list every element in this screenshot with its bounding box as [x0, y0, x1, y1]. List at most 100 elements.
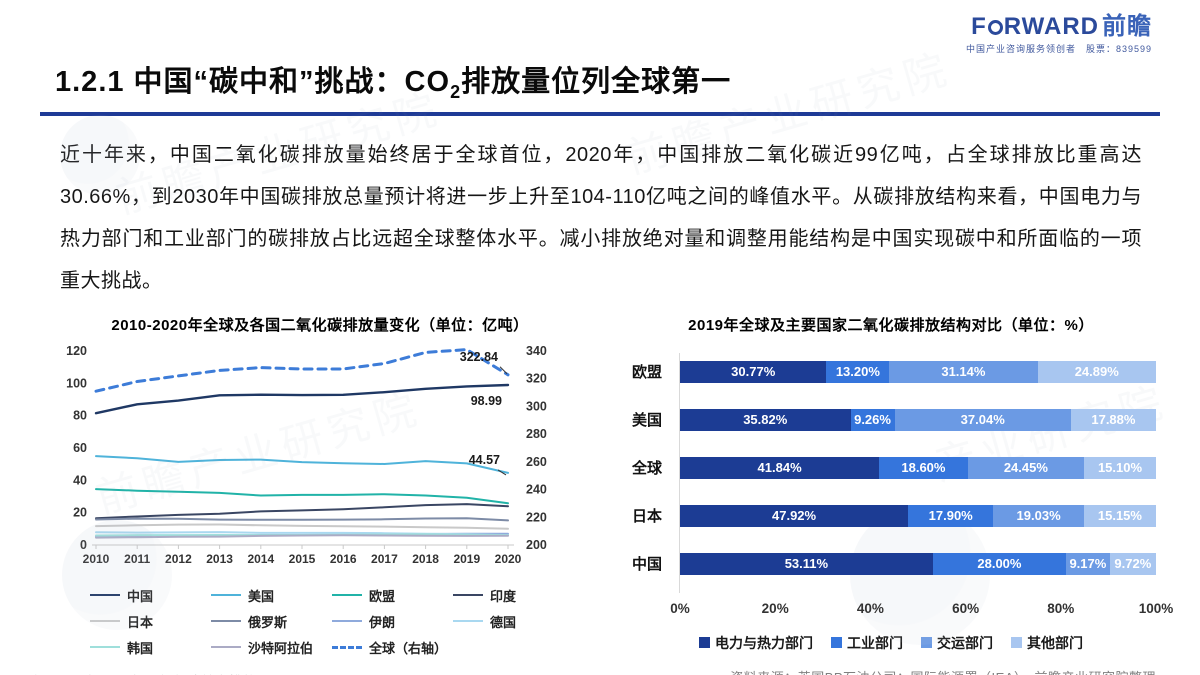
legend-label: 伊朗: [369, 614, 396, 630]
bar-segment-电力与热力部门: 47.92%: [680, 504, 909, 527]
bar-segment-其他部门: 9.72%: [1109, 552, 1156, 575]
legend-item-韩国: 韩国: [90, 638, 207, 657]
legend-swatch: [90, 620, 120, 623]
bar-track: 35.82% 9.26% 37.04% 17.88%: [680, 408, 1156, 431]
left-axis-tick: 80: [73, 408, 87, 422]
bar-segment-电力与热力部门: 30.77%: [680, 360, 827, 383]
legend-item-沙特阿拉伯: 沙特阿拉伯: [211, 638, 328, 657]
bar-category-label: 日本: [632, 508, 663, 526]
legend-item-全球（右轴）: 全球（右轴）: [332, 638, 449, 657]
legend-swatch: [211, 594, 241, 597]
right-axis-tick: 280: [526, 427, 547, 441]
bar-chart-panel: 2019年全球及主要国家二氧化碳排放结构对比（单位：%） 欧盟 30.77% 13.…: [626, 314, 1173, 675]
annotation-global: 322.84: [460, 350, 498, 364]
right-axis-tick: 200: [526, 538, 547, 552]
logo-letter-f: F: [971, 13, 987, 40]
bar-legend-label: 工业部门: [847, 634, 903, 651]
x-axis-tick: 2013: [206, 552, 233, 566]
right-axis-tick: 260: [526, 455, 547, 469]
bar-row-中国: 中国 53.11% 28.00% 9.17% 9.72%: [626, 552, 1156, 575]
x-axis-tick: 2020: [495, 552, 522, 566]
body-paragraph: 近十年来，中国二氧化碳排放量始终居于全球首位，2020年，中国排放二氧化碳近99…: [60, 143, 1142, 292]
x-axis-tick: 2014: [247, 552, 274, 566]
legend-swatch: [332, 620, 362, 623]
left-axis-tick: 100: [66, 376, 87, 390]
series-line-欧盟: [95, 487, 509, 505]
x-axis-tick: 2015: [289, 552, 316, 566]
bar-chart-legend: 电力与热力部门 工业部门 交运部门 其他部门: [626, 633, 1156, 653]
logo-tagline: 中国产业咨询服务领创者 股票：839599: [966, 42, 1152, 55]
bar-chart-title: 2019年全球及主要国家二氧化碳排放结构对比（单位：%）: [688, 316, 1094, 334]
bar-segment-交运部门: 19.03%: [993, 504, 1084, 527]
legend-swatch: [453, 620, 483, 623]
annotation-china: 98.99: [471, 394, 502, 408]
source-note: 资料来源：英国BP石油公司；国际能源署（IEA） 前瞻产业研究院整理: [626, 667, 1156, 675]
legend-item-俄罗斯: 俄罗斯: [211, 612, 328, 631]
legend-swatch: [211, 646, 241, 649]
bar-legend-label: 其他部门: [1027, 634, 1083, 651]
bar-segment-交运部门: 37.04%: [894, 408, 1071, 431]
bar-segment-交运部门: 24.45%: [967, 456, 1085, 479]
bar-segment-工业部门: 28.00%: [932, 552, 1067, 575]
series-line-全球（右轴）: [94, 347, 510, 393]
forward-logo: F RWARD 前瞻 中国产业咨询服务领创者 股票：839599: [966, 14, 1152, 55]
title-underline: [40, 111, 1160, 116]
logo-letters-rward: RWARD: [1003, 13, 1099, 40]
line-chart-title: 2010-2020年全球及各国二氧化碳排放量变化（单位：亿吨）: [111, 316, 529, 334]
annotation-leader: [499, 366, 508, 374]
bar-category-label: 全球: [632, 460, 663, 478]
logo-tagline-text: 中国产业咨询服务领创者: [965, 44, 1076, 54]
legend-label: 中国: [127, 588, 154, 604]
x-axis-tick: 2018: [412, 552, 439, 566]
bar-legend-label: 电力与热力部门: [715, 634, 813, 651]
bar-segment-电力与热力部门: 53.11%: [680, 552, 933, 575]
left-axis-tick: 60: [73, 441, 87, 455]
bar-legend-swatch: [1011, 637, 1022, 649]
bar-segment-其他部门: 17.88%: [1070, 408, 1156, 431]
line-chart-note: 注：以上为2020年二氧化碳前十排放国。: [28, 671, 580, 675]
bar-segment-交运部门: 31.14%: [889, 360, 1038, 383]
line-chart-svg: 0 20 40 60 80 100 120 200 220 240 260 280 300 320 340 2…: [66, 344, 547, 566]
logo-stock-code: 股票：839599: [1085, 44, 1152, 54]
legend-item-日本: 日本: [90, 612, 207, 631]
bar-axis-line: [679, 352, 680, 593]
bar-track: 47.92% 17.90% 19.03% 15.15%: [680, 504, 1156, 527]
charts-row: 2010-2020年全球及各国二氧化碳排放量变化（单位：亿吨） 0 20 40 60 8…: [0, 314, 1200, 675]
forward-logo-wordmark: F RWARD 前瞻: [966, 14, 1152, 40]
legend-label: 欧盟: [369, 588, 396, 604]
series-line-美国: [95, 454, 509, 474]
legend-label: 沙特阿拉伯: [248, 640, 314, 656]
series-line-沙特阿拉伯: [95, 534, 509, 539]
bar-legend-swatch: [831, 637, 842, 649]
line-chart-legend: 中国 美国 欧盟 印度 日本 俄罗斯 伊朗 德国 韩国 沙特阿拉伯 全球（右轴）: [90, 586, 570, 657]
bar-legend-swatch: [921, 637, 932, 649]
right-axis-tick: 300: [526, 399, 547, 413]
legend-label: 美国: [248, 588, 275, 604]
page-title-sub: 2: [450, 81, 462, 102]
legend-label: 印度: [490, 588, 517, 604]
bar-track: 53.11% 28.00% 9.17% 9.72%: [680, 552, 1156, 575]
bar-track: 30.77% 13.20% 31.14% 24.89%: [680, 360, 1156, 383]
bar-x-tick: 60%: [952, 600, 980, 616]
x-axis-tick: 2017: [371, 552, 398, 566]
legend-item-中国: 中国: [90, 586, 207, 605]
bar-legend-item-交运部门: 交运部门: [921, 633, 993, 653]
x-axis-tick: 2019: [453, 552, 480, 566]
legend-item-美国: 美国: [211, 586, 328, 605]
legend-item-欧盟: 欧盟: [332, 586, 449, 605]
left-axis-tick: 120: [66, 344, 87, 358]
series-line-印度: [95, 502, 509, 519]
bar-x-axis: 0% 20% 40% 60% 80% 100%: [670, 600, 1173, 623]
bar-segment-交运部门: 9.17%: [1066, 552, 1110, 575]
page-title: 1.2.1 中国“碳中和”挑战：CO2排放量位列全球第一: [55, 58, 1160, 103]
series-line-中国: [94, 383, 510, 415]
bar-category-label: 欧盟: [632, 364, 663, 382]
legend-swatch: [211, 620, 241, 623]
legend-label: 全球（右轴）: [369, 640, 448, 656]
legend-label: 俄罗斯: [248, 614, 288, 630]
bar-segment-工业部门: 9.26%: [850, 408, 895, 431]
bar-segment-其他部门: 15.15%: [1083, 504, 1156, 527]
stacked-bar-chart: 欧盟 30.77% 13.20% 31.14% 24.89% 美国 35.82% 9.26% 3…: [626, 352, 1173, 623]
bar-segment-工业部门: 18.60%: [879, 456, 968, 479]
